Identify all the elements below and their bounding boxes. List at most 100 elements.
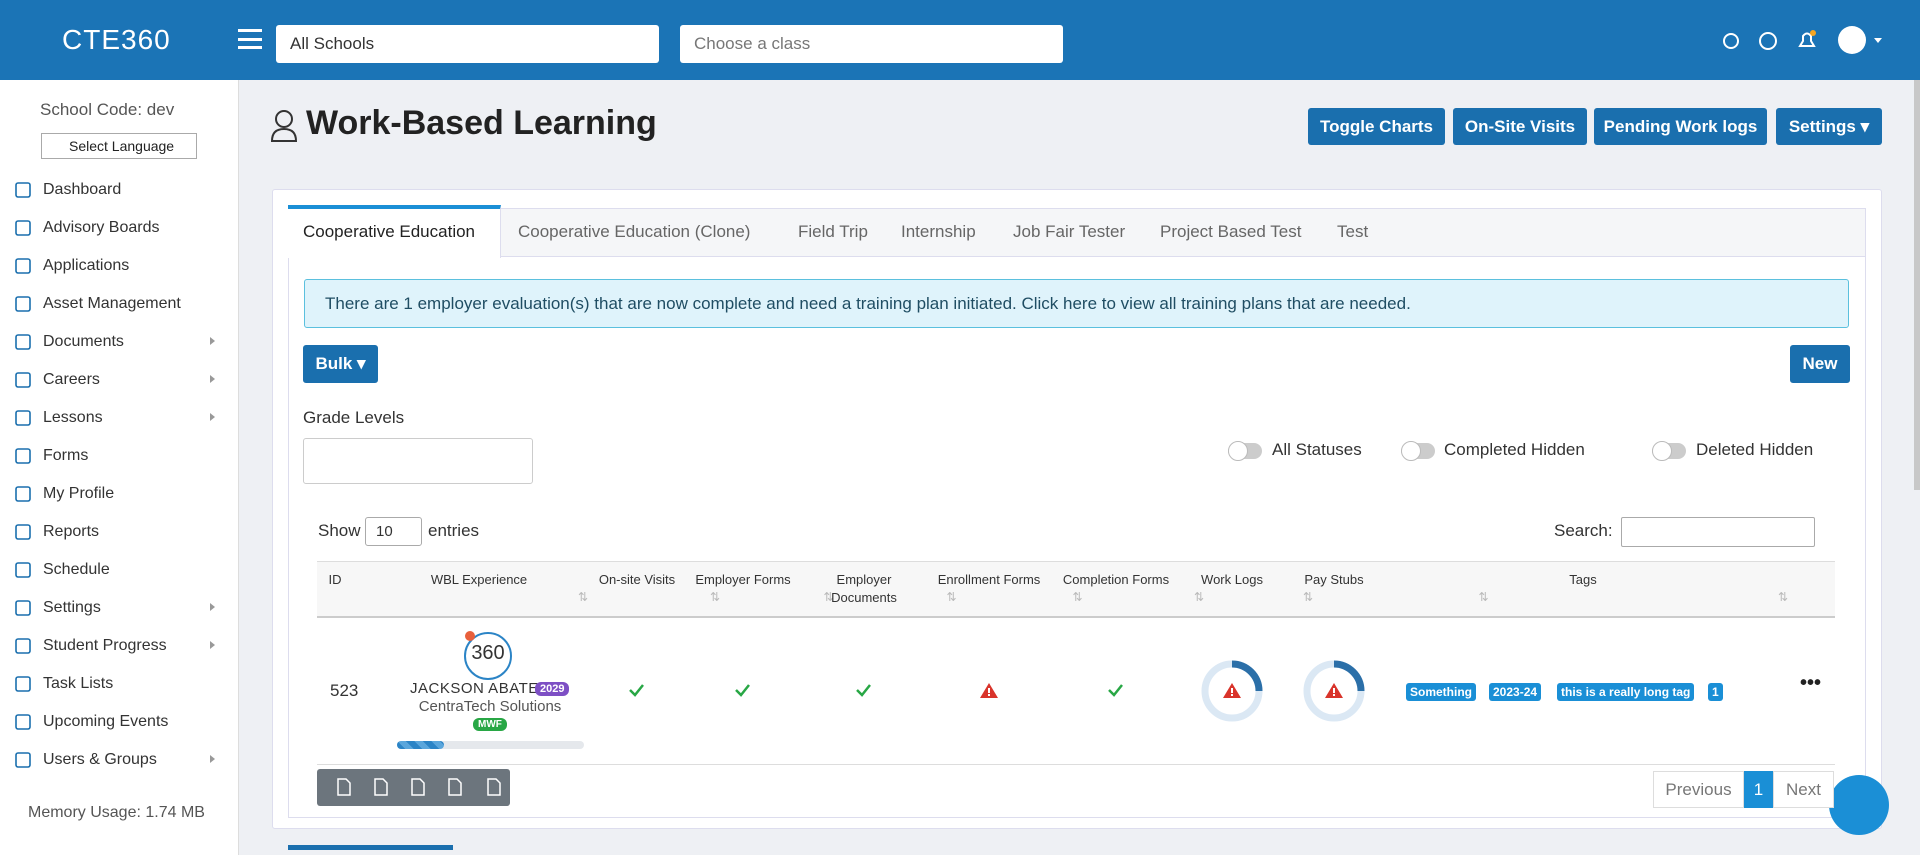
progress-ring-svg <box>1303 660 1365 722</box>
avatar-svg <box>464 631 512 680</box>
logo: CTE360 <box>62 24 171 55</box>
export-icon-svg <box>487 778 501 796</box>
export-icon <box>486 778 502 801</box>
menu-item[interactable]: Student Progress <box>43 637 167 654</box>
search-label: Search: <box>1554 521 1613 540</box>
toggle-label: Deleted Hidden <box>1696 440 1814 459</box>
menu-item[interactable]: Careers <box>43 371 100 388</box>
menu-icon <box>14 713 34 736</box>
menu-icon <box>14 561 34 584</box>
column-header: WBL Experience <box>430 572 528 587</box>
menu-icon-svg <box>15 410 31 426</box>
menu-item[interactable]: Schedule <box>43 561 110 578</box>
tag[interactable]: this is a really long tag <box>1557 683 1695 701</box>
menu-icon-svg <box>15 486 31 502</box>
menu-item[interactable]: Task Lists <box>43 675 114 692</box>
sort-icon: ⇅ <box>710 590 721 604</box>
column-header: Completion Forms <box>1062 572 1170 587</box>
check-icon <box>627 681 647 706</box>
menu-icon-svg <box>15 372 31 388</box>
menu-icon <box>14 219 34 242</box>
menu-item[interactable]: Documents <box>43 333 124 350</box>
sort-icon: ⇅ <box>1478 590 1489 604</box>
school-select[interactable]: All Schools <box>276 25 659 63</box>
tab[interactable]: Project Based Test <box>1160 222 1302 241</box>
tab[interactable]: Cooperative Education (Clone) <box>518 222 751 241</box>
menu-icon-svg <box>15 714 31 730</box>
check-icon-svg <box>629 684 644 697</box>
menu-icon-svg <box>15 220 31 236</box>
warning-icon <box>979 681 999 706</box>
submenu-arrow <box>210 337 215 345</box>
menu-item[interactable]: Settings <box>43 599 101 616</box>
sort-icon: ⇅ <box>1303 590 1314 604</box>
tag[interactable]: 1 <box>1708 683 1723 701</box>
menu-icon-svg <box>15 752 31 768</box>
export-icon <box>373 778 389 801</box>
tab[interactable]: Test <box>1337 222 1369 241</box>
toggle-knob <box>1401 441 1421 461</box>
language-select[interactable]: Select Language <box>41 133 197 159</box>
menu-icon-svg <box>15 448 31 464</box>
column-header: Tags <box>1569 572 1597 587</box>
column-header: Employer Forms <box>695 572 791 587</box>
menu-item[interactable]: Forms <box>43 447 89 464</box>
check-icon-svg <box>1108 684 1123 697</box>
menu-item[interactable]: Upcoming Events <box>43 713 169 730</box>
submenu-arrow <box>210 641 215 649</box>
menu-item[interactable]: Users & Groups <box>43 751 157 768</box>
header-button-label: On-Site Visits <box>1464 116 1576 136</box>
entries-select[interactable]: 10 <box>365 517 422 546</box>
menu-item[interactable]: Reports <box>43 523 100 540</box>
pagination-previous[interactable]: Previous <box>1653 771 1744 808</box>
pagination-page[interactable]: 1 <box>1744 771 1773 808</box>
header-button[interactable]: Settings ▾ <box>1776 108 1882 145</box>
new-button[interactable]: New <box>1790 345 1850 383</box>
pagination-next[interactable]: Next <box>1773 771 1834 808</box>
menu-toggle[interactable] <box>238 29 262 49</box>
avatar-text: 360 <box>471 642 505 664</box>
menu-item[interactable]: My Profile <box>43 485 115 502</box>
tab[interactable]: Internship <box>901 222 976 241</box>
tab[interactable]: Job Fair Tester <box>1013 222 1126 241</box>
tag[interactable]: Something <box>1406 683 1476 701</box>
export-buttons <box>317 769 510 806</box>
header-button-label: Pending Work logs <box>1603 116 1758 136</box>
menu-item[interactable]: Dashboard <box>43 181 122 198</box>
progress-ring-svg <box>1201 660 1263 722</box>
check-icon-svg <box>856 684 871 697</box>
menu-item[interactable]: Lessons <box>43 409 103 426</box>
menu-item[interactable]: Advisory Boards <box>43 219 160 236</box>
export-icon-svg <box>337 778 351 796</box>
column-header: On-site Visits <box>598 572 676 587</box>
menu-icon-svg <box>15 600 31 616</box>
grade-levels-input[interactable] <box>303 438 533 484</box>
bulk-button[interactable]: Bulk ▾ <box>303 345 378 383</box>
menu-item[interactable]: Asset Management <box>43 295 181 312</box>
row-actions[interactable]: ••• <box>1800 672 1822 694</box>
check-icon <box>854 681 874 706</box>
alert[interactable]: There are 1 employer evaluation(s) that … <box>304 279 1849 328</box>
check-icon <box>1106 681 1126 706</box>
tab[interactable]: Field Trip <box>798 222 868 241</box>
schedule-badge: MWF <box>473 718 507 731</box>
sort-icon: ⇅ <box>1194 590 1205 604</box>
check-icon-svg <box>735 684 750 697</box>
menu-icon-svg <box>15 524 31 540</box>
header-button-label: Toggle Charts <box>1319 116 1434 136</box>
menu-icon <box>14 599 34 622</box>
sort-icon: ⇅ <box>578 590 589 604</box>
sidebar <box>0 80 239 855</box>
tab[interactable]: Cooperative Education <box>303 222 476 241</box>
sort-icon: ⇅ <box>1072 590 1083 604</box>
chat-button[interactable] <box>1829 775 1889 835</box>
header-button[interactable]: Toggle Charts <box>1308 108 1445 145</box>
submenu-arrow <box>210 375 215 383</box>
header-button[interactable]: On-Site Visits <box>1453 108 1587 145</box>
menu-item[interactable]: Applications <box>43 257 130 274</box>
tag[interactable]: 2023-24 <box>1489 683 1542 701</box>
search-input[interactable] <box>1621 517 1815 547</box>
class-select[interactable]: Choose a class <box>680 25 1063 63</box>
header-button[interactable]: Pending Work logs <box>1594 108 1767 145</box>
next-panel-tab <box>288 845 453 850</box>
